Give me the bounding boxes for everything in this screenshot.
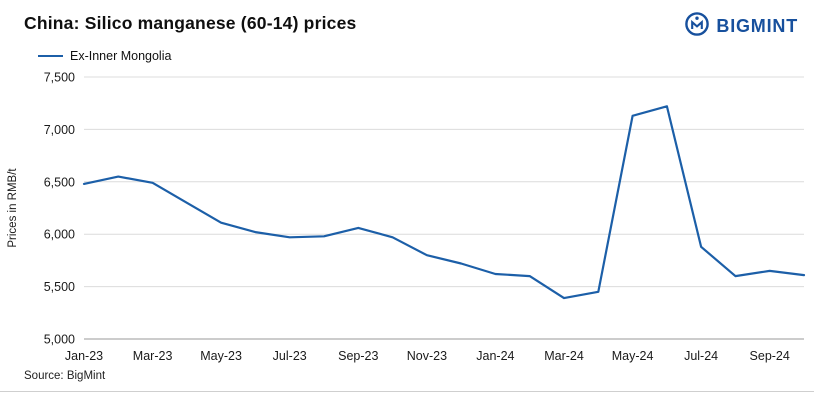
bigmint-logo-text: BIGMINT xyxy=(716,16,798,36)
legend: Ex-Inner Mongolia xyxy=(38,49,814,63)
x-tick-label: May-23 xyxy=(200,349,242,363)
x-tick-label: Jul-24 xyxy=(684,349,718,363)
x-tick-label: May-24 xyxy=(612,349,654,363)
source-text: Source: BigMint xyxy=(24,370,106,382)
x-tick-label: Mar-23 xyxy=(133,349,173,363)
y-axis-title: Prices in RMB/t xyxy=(7,168,19,248)
x-tick-label: Jan-23 xyxy=(65,349,103,363)
price-chart-svg: 5,000 5,500 6,000 6,500 7,000 7,500 Jan-23 Mar-… xyxy=(7,71,806,363)
y-tick-label: 6,000 xyxy=(44,228,75,242)
x-tick-label: Jan-24 xyxy=(476,349,514,363)
x-tick-label: Jul-23 xyxy=(273,349,307,363)
legend-line-swatch xyxy=(38,55,63,57)
y-tick-label: 7,500 xyxy=(44,71,75,85)
bigmint-logo-icon xyxy=(684,11,710,42)
header: China: Silico manganese (60-14) prices B… xyxy=(0,0,814,42)
footer: Source: BigMint xyxy=(0,370,814,392)
legend-series-label: Ex-Inner Mongolia xyxy=(70,49,172,63)
footer-divider xyxy=(0,391,814,392)
series-ex-inner-mongolia xyxy=(82,105,806,300)
y-tick-label: 5,000 xyxy=(44,333,75,347)
bigmint-logo: BIGMINT xyxy=(684,11,798,42)
x-tick-label: Mar-24 xyxy=(544,349,584,363)
chart-title: China: Silico manganese (60-14) prices xyxy=(24,13,357,33)
y-tick-label: 5,500 xyxy=(44,280,75,294)
y-tick-label: 6,500 xyxy=(44,175,75,189)
x-tick-label: Nov-23 xyxy=(407,349,447,363)
x-tick-label: Sep-24 xyxy=(750,349,790,363)
y-tick-label: 7,000 xyxy=(44,123,75,137)
x-tick-label: Sep-23 xyxy=(338,349,378,363)
